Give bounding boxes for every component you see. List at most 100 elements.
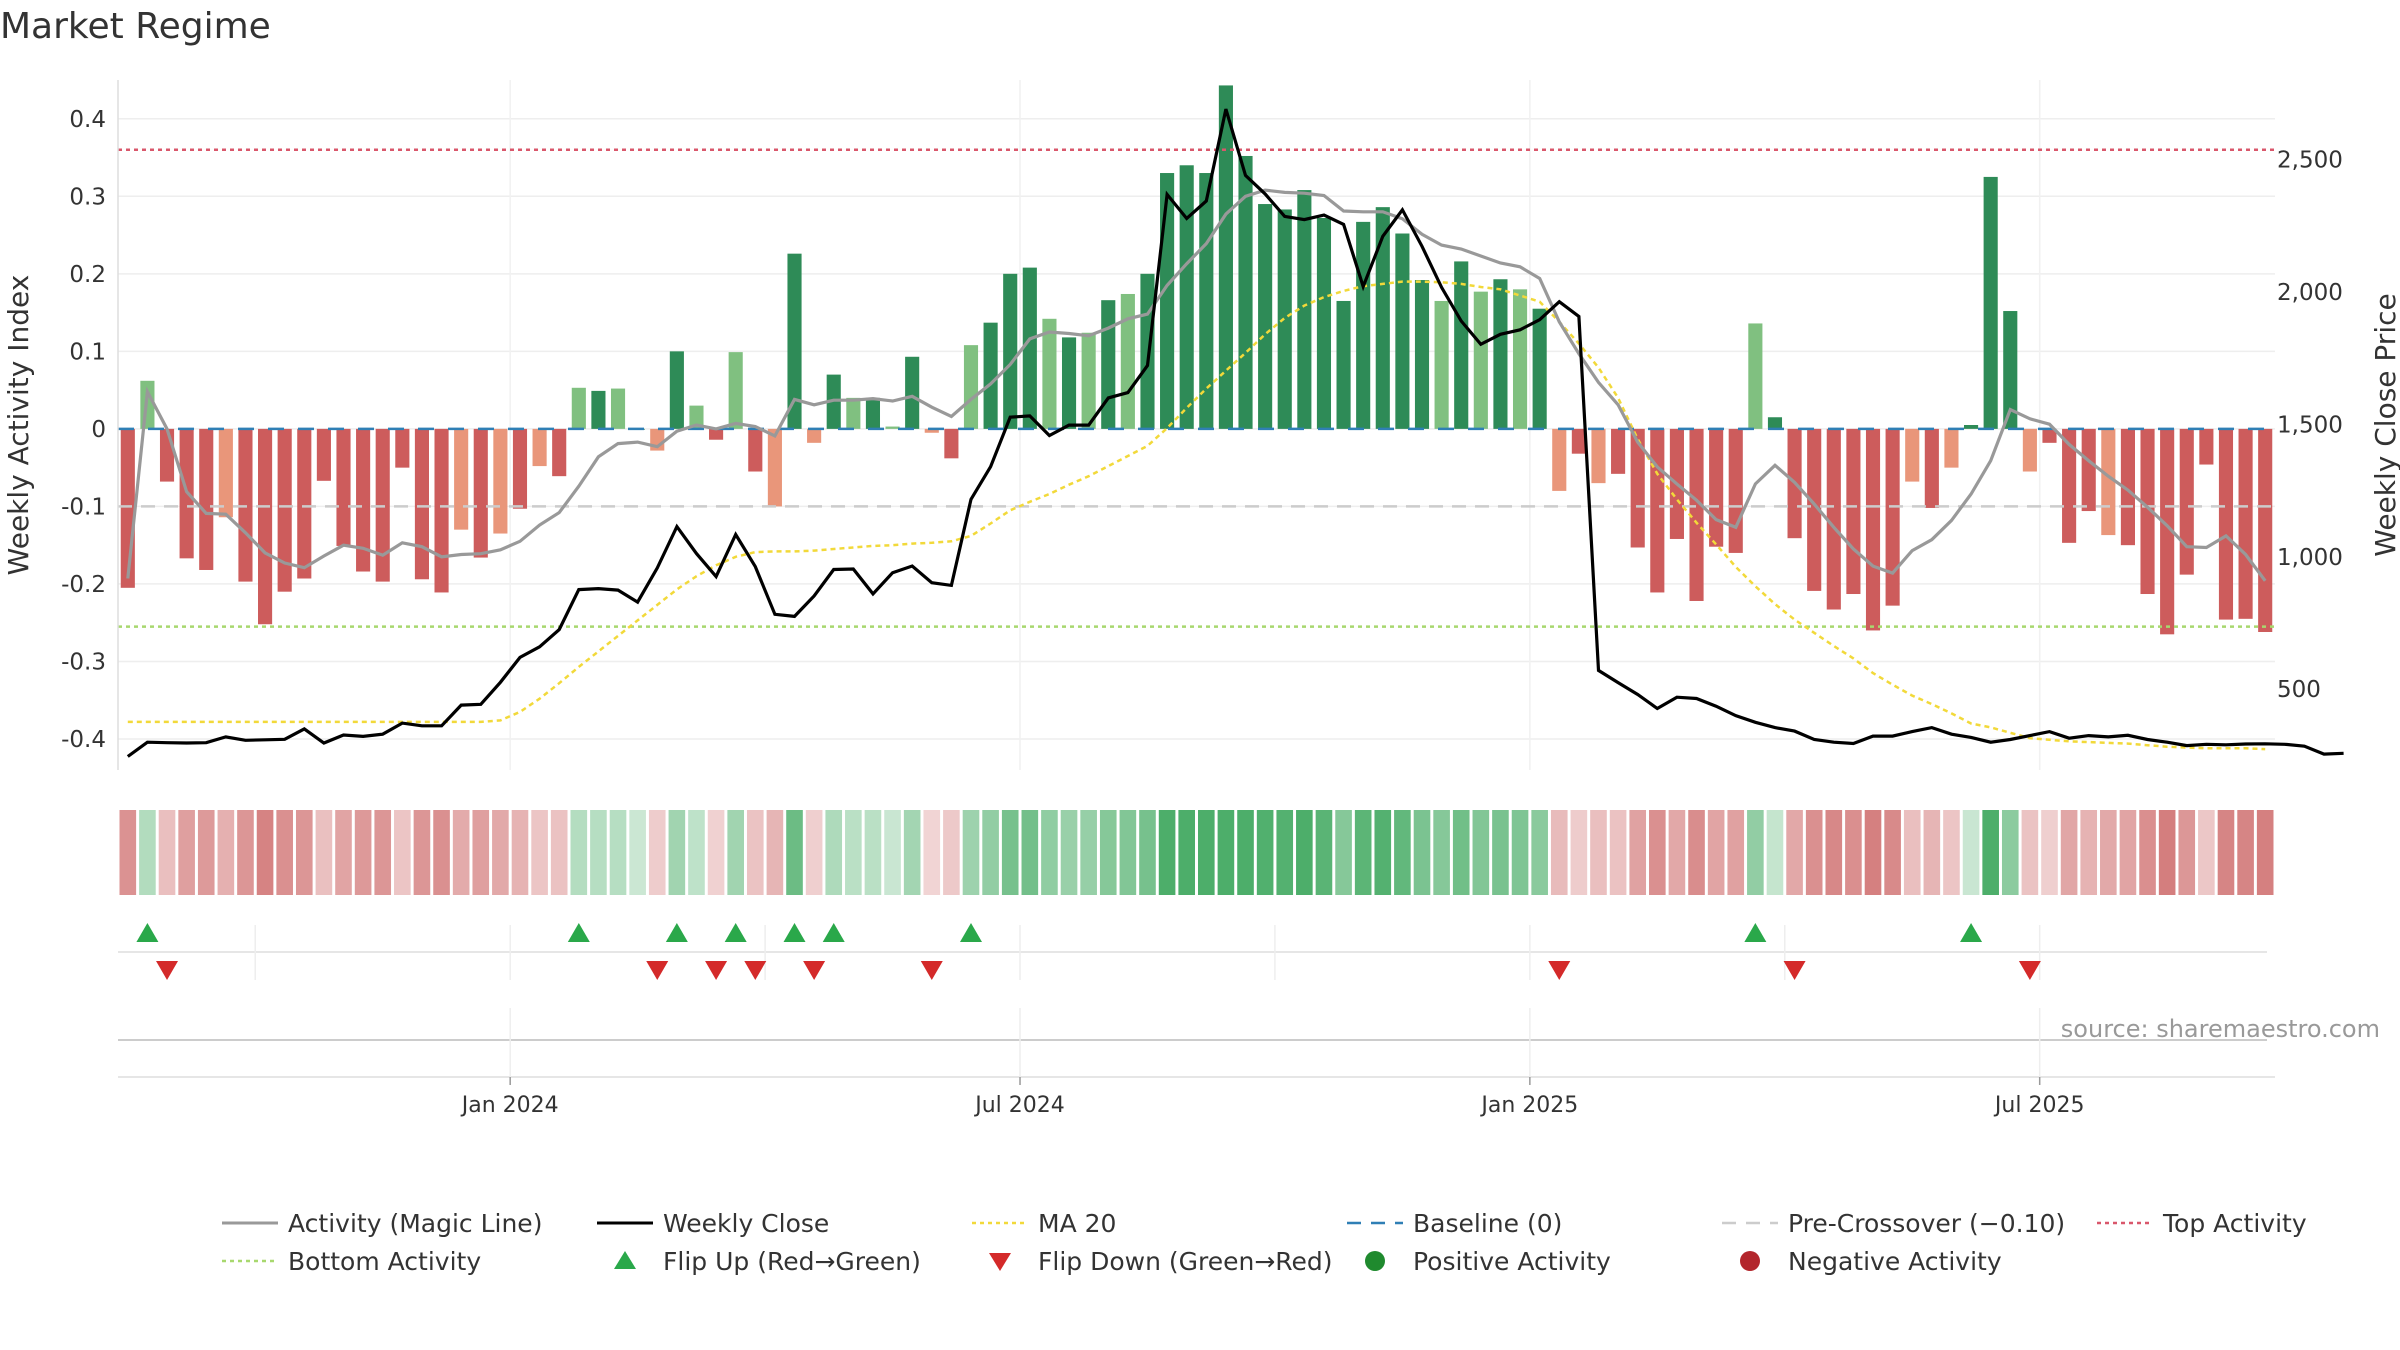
regime-cell xyxy=(1354,810,1372,895)
regime-cell xyxy=(845,810,862,895)
regime-cell xyxy=(2021,810,2039,895)
regime-cell xyxy=(786,810,803,895)
regime-cell xyxy=(531,810,548,895)
grid-lines xyxy=(118,80,2275,770)
legend-label: Activity (Magic Line) xyxy=(288,1208,543,1238)
right-tick-label: 1,000 xyxy=(2277,545,2343,571)
regime-cell xyxy=(1237,810,1254,895)
regime-cell xyxy=(1139,810,1156,895)
regime-cell xyxy=(1786,810,1803,895)
flip-up-marker xyxy=(1960,923,1983,942)
legend-swatch xyxy=(222,1259,278,1263)
regime-cell xyxy=(511,810,529,895)
regime-cell xyxy=(746,810,764,895)
regime-cell xyxy=(1472,810,1490,895)
legend-item: Bottom Activity xyxy=(220,1243,481,1279)
right-axis-label: Weekly Close Price xyxy=(2369,293,2400,556)
regime-cell xyxy=(727,810,744,895)
activity-bar xyxy=(1434,300,1449,429)
activity-bar xyxy=(356,428,371,572)
activity-bar xyxy=(1356,221,1371,429)
regime-cell xyxy=(982,810,999,895)
flip-up-marker xyxy=(136,923,159,942)
regime-cell xyxy=(1001,810,1019,895)
legend-item: Negative Activity xyxy=(1720,1243,2002,1279)
regime-cell xyxy=(923,810,941,895)
activity-bar xyxy=(512,428,528,509)
regime-cell xyxy=(884,810,901,895)
series-lines xyxy=(126,108,2344,758)
regime-cell xyxy=(2158,810,2176,895)
x-tick-label: Jan 2024 xyxy=(460,1093,559,1118)
activity-bar xyxy=(1512,289,1528,429)
regime-cell xyxy=(1158,810,1176,895)
regime-cell xyxy=(864,810,882,895)
activity-bar xyxy=(748,428,763,472)
regime-cell xyxy=(1315,810,1333,895)
legend-swatch xyxy=(1347,1221,1403,1225)
activity-bar xyxy=(1022,267,1037,429)
activity-bar xyxy=(709,428,724,440)
chart-title: Market Regime xyxy=(0,6,271,47)
legend-item: Weekly Close xyxy=(595,1205,829,1241)
legend-item: Positive Activity xyxy=(1345,1243,1611,1279)
activity-bar xyxy=(1179,165,1194,429)
regime-cell xyxy=(1982,810,1999,895)
regime-cell xyxy=(237,810,254,895)
flip-down-marker xyxy=(920,961,943,980)
regime-cell xyxy=(1060,810,1078,895)
regime-cell xyxy=(1864,810,1882,895)
activity-bar xyxy=(787,253,802,429)
activity-bar xyxy=(944,428,959,459)
activity-bar xyxy=(1865,428,1881,631)
regime-cell xyxy=(590,810,607,895)
activity-bar xyxy=(1611,428,1626,474)
regime-cell xyxy=(1845,810,1862,895)
activity-bar xyxy=(1316,218,1332,429)
right-tick-label: 1,500 xyxy=(2277,412,2343,438)
activity-bar xyxy=(1552,428,1567,491)
activity-bar xyxy=(2179,428,2194,575)
regime-cell xyxy=(413,810,431,895)
flip-markers xyxy=(118,923,2267,980)
regime-cell xyxy=(2237,810,2254,895)
activity-bar xyxy=(1905,428,1920,482)
legend-label: Flip Down (Green→Red) xyxy=(1038,1246,1333,1276)
flip-down-marker xyxy=(705,961,728,980)
regime-cell xyxy=(825,810,843,895)
regime-cell xyxy=(766,810,784,895)
activity-bar xyxy=(1297,190,1312,429)
legend-swatch xyxy=(2097,1221,2153,1225)
legend-swatch xyxy=(1722,1221,1778,1225)
regime-cell xyxy=(315,810,333,895)
activity-bars xyxy=(120,85,2273,635)
activity-bar xyxy=(1767,417,1783,429)
activity-bar xyxy=(1571,428,1586,454)
regime-cell xyxy=(1452,810,1470,895)
activity-bar xyxy=(1532,308,1547,429)
activity-bar xyxy=(316,428,331,481)
activity-bar xyxy=(1277,209,1292,429)
activity-bar xyxy=(2003,311,2018,429)
regime-cell xyxy=(688,810,705,895)
legend-item: Flip Up (Red→Green) xyxy=(595,1243,921,1279)
activity-bar xyxy=(591,390,606,429)
regime-cell xyxy=(1080,810,1097,895)
regime-cell xyxy=(1923,810,1941,895)
activity-bar xyxy=(846,397,861,429)
regime-cell xyxy=(609,810,627,895)
regime-cell xyxy=(1825,810,1843,895)
regime-cell xyxy=(1511,810,1529,895)
activity-bar xyxy=(1003,273,1018,429)
flip-up-marker xyxy=(567,923,590,942)
regime-cell xyxy=(1550,810,1568,895)
activity-bar xyxy=(1238,155,1253,429)
regime-cell xyxy=(295,810,313,895)
regime-cell xyxy=(433,810,450,895)
regime-cell xyxy=(550,810,568,895)
flip-up-marker xyxy=(822,923,845,942)
legend-item: Top Activity xyxy=(2095,1205,2307,1241)
regime-cell xyxy=(1649,810,1666,895)
activity-bar xyxy=(2238,428,2253,619)
